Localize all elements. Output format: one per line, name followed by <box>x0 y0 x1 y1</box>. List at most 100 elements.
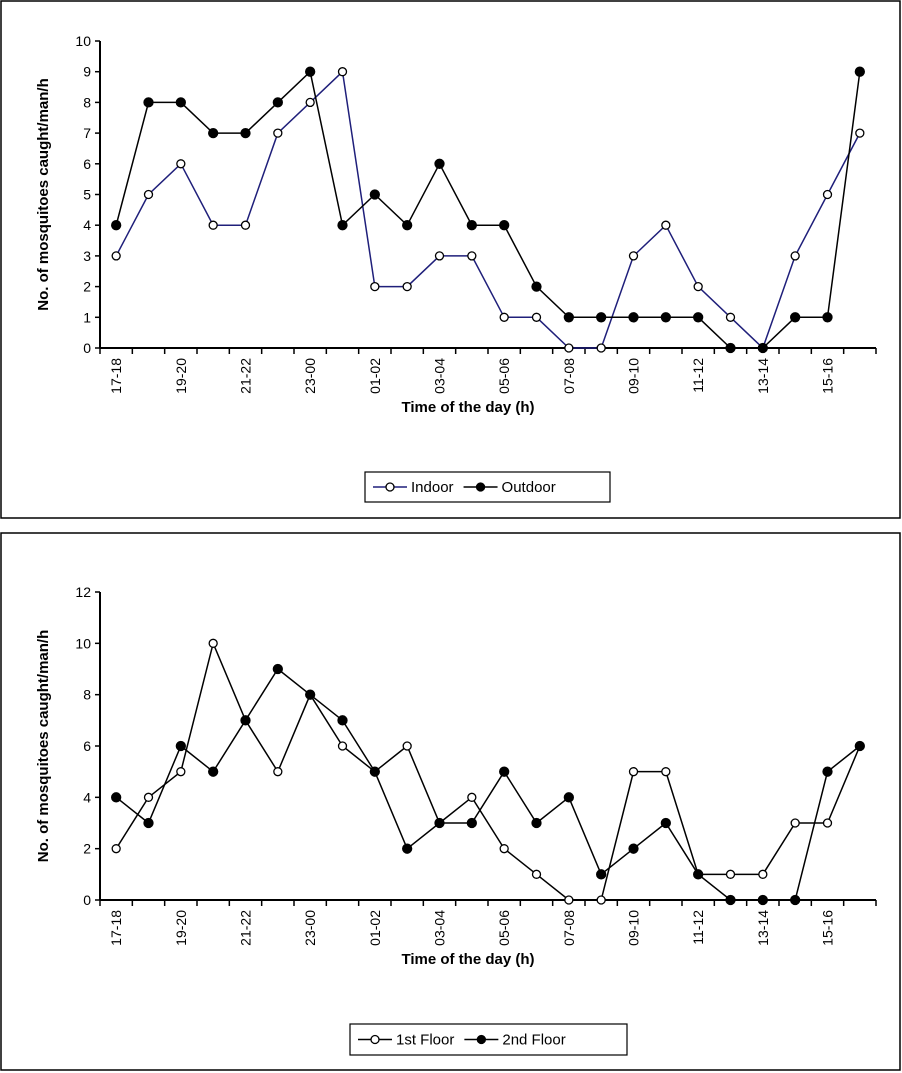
data-point <box>660 312 671 323</box>
series-line <box>115 667 861 901</box>
data-point <box>466 817 477 829</box>
data-point <box>725 312 736 322</box>
data-point <box>790 894 801 906</box>
x-tick-label: 21-22 <box>238 910 254 946</box>
x-tick-label: 19-20 <box>173 358 189 394</box>
data-point <box>273 767 283 777</box>
legend-marker <box>475 482 486 492</box>
legend-label: 2nd Floor <box>502 1032 565 1049</box>
data-point <box>499 844 509 854</box>
data-point <box>564 343 574 353</box>
legend-label: 1st Floor <box>396 1032 454 1049</box>
x-tick-label: 23-00 <box>302 358 318 394</box>
data-point <box>499 220 510 231</box>
data-point <box>370 281 380 292</box>
y-tick-label: 6 <box>83 156 91 172</box>
data-point <box>758 869 768 879</box>
x-tick-label: 11-12 <box>690 358 706 393</box>
y-tick-label: 7 <box>83 125 91 141</box>
y-tick-label: 4 <box>83 217 91 233</box>
y-tick-label: 0 <box>83 340 91 356</box>
data-point <box>175 740 186 752</box>
data-point <box>757 342 768 354</box>
data-point <box>822 189 833 200</box>
data-point <box>563 792 574 803</box>
data-point <box>272 663 283 675</box>
x-tick-label: 01-02 <box>367 910 383 946</box>
data-point <box>305 66 316 77</box>
data-point <box>531 869 542 879</box>
data-point <box>466 220 477 231</box>
x-tick-label: 23-00 <box>302 910 318 946</box>
data-point <box>531 312 542 322</box>
x-axis-label: Time of the day (h) <box>401 951 534 968</box>
x-tick-label: 07-08 <box>561 358 577 394</box>
legend-label: Outdoor <box>502 479 556 496</box>
x-tick-label: 03-04 <box>432 358 448 394</box>
data-point <box>596 869 607 880</box>
x-axis-label: Time of the day (h) <box>401 399 534 416</box>
data-point <box>337 741 348 751</box>
data-point <box>240 715 251 726</box>
data-point <box>596 343 606 353</box>
data-point <box>402 843 413 854</box>
series-line <box>115 70 861 349</box>
data-point <box>757 894 768 906</box>
chart-frame <box>0 0 901 519</box>
data-point <box>661 220 671 230</box>
data-point <box>628 251 639 261</box>
data-point <box>208 127 219 139</box>
x-tick-label: 07-08 <box>561 910 577 946</box>
data-point <box>693 312 704 323</box>
data-point <box>143 792 154 802</box>
data-point <box>176 159 186 169</box>
x-tick-label: 17-18 <box>108 910 124 946</box>
y-axis-label: No. of mosquitoes caught/man/h <box>35 630 52 863</box>
data-point <box>499 312 509 322</box>
data-point <box>725 342 736 354</box>
x-tick-label: 03-04 <box>432 910 448 946</box>
data-point <box>240 127 251 139</box>
legend-marker <box>370 1034 380 1045</box>
data-point <box>628 843 639 854</box>
y-tick-label: 1 <box>83 309 91 325</box>
y-tick-label: 12 <box>75 584 91 600</box>
data-point <box>822 818 833 828</box>
chart-1: 0 1 2 3 4 5 6 7 8 9 10 17-18 19-20 21-22 23-00 01-02 03-… <box>0 0 901 519</box>
data-point <box>175 97 186 108</box>
x-tick-label: 13-14 <box>755 910 771 946</box>
data-point <box>337 715 348 726</box>
data-point <box>660 817 671 829</box>
x-tick-label: 09-10 <box>626 358 642 394</box>
data-point <box>337 67 348 77</box>
data-point <box>531 817 542 829</box>
data-point <box>725 894 736 906</box>
y-axis-label: No. of mosquitoes caught/man/h <box>35 78 52 311</box>
data-point <box>499 766 510 777</box>
y-tick-label: 4 <box>83 789 91 805</box>
y-tick-label: 2 <box>83 841 91 857</box>
data-point <box>822 312 833 323</box>
data-point <box>693 869 704 880</box>
legend-marker <box>476 1034 487 1045</box>
data-point <box>337 220 348 231</box>
data-point <box>402 741 412 751</box>
data-point <box>305 689 316 700</box>
data-point <box>434 817 445 829</box>
data-point <box>467 792 477 802</box>
data-point <box>369 189 380 200</box>
data-point <box>596 312 607 323</box>
data-point <box>143 189 154 200</box>
series-line <box>115 70 861 350</box>
data-point <box>305 97 315 108</box>
data-point <box>822 766 833 777</box>
data-point <box>176 767 186 777</box>
data-point <box>531 281 542 292</box>
legend: 1st Floor 2nd Floor <box>349 1023 628 1056</box>
x-tick-label: 05-06 <box>496 910 512 946</box>
x-tick-label: 15-16 <box>820 358 836 394</box>
data-point <box>402 281 412 292</box>
x-tick-label: 11-12 <box>690 910 706 945</box>
series-2nd-floor <box>111 663 865 906</box>
